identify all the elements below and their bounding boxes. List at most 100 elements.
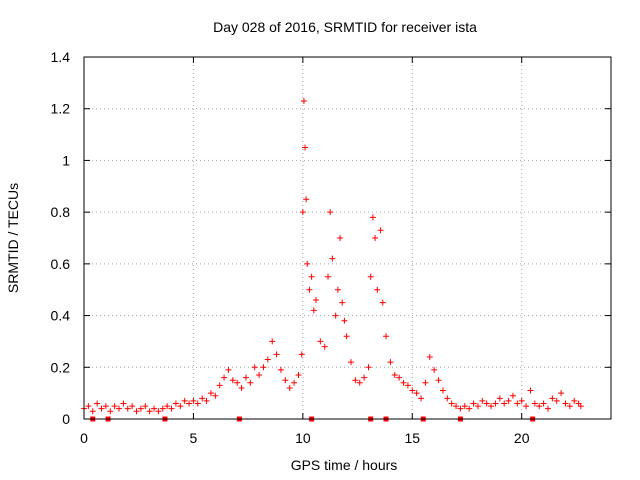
data-point <box>203 397 210 404</box>
y-tick-label: 1.2 <box>51 101 71 117</box>
data-point <box>571 397 578 404</box>
data-point <box>409 387 416 394</box>
data-point <box>177 403 184 410</box>
data-point <box>361 374 368 381</box>
data-point <box>348 359 355 366</box>
data-point <box>332 312 339 319</box>
data-point <box>199 395 206 402</box>
data-point <box>247 379 254 386</box>
data-point <box>151 405 158 412</box>
data-point <box>146 408 153 415</box>
data-point <box>172 400 179 407</box>
data-point <box>352 377 359 384</box>
data-point <box>264 356 271 363</box>
data-point <box>164 403 171 410</box>
y-axis-ticks: 0 0.2 0.4 0.6 0.8 1 1.2 1.4 <box>51 49 611 427</box>
data-point <box>133 408 140 415</box>
data-point <box>369 214 376 221</box>
data-point <box>329 255 336 262</box>
y-tick-label: 1.4 <box>51 49 71 65</box>
data-point <box>107 408 114 415</box>
data-point <box>387 359 394 366</box>
x-tick-label: 10 <box>295 430 311 446</box>
data-point <box>479 397 486 404</box>
data-point <box>377 227 384 234</box>
data-point <box>327 209 334 216</box>
data-point <box>303 196 310 203</box>
data-point <box>418 395 425 402</box>
chart-title: Day 028 of 2016, SRMTID for receiver ist… <box>213 19 477 35</box>
y-axis-label: SRMTID / TECUs <box>5 183 21 293</box>
data-point <box>391 372 398 379</box>
data-point <box>295 372 302 379</box>
data-point <box>457 405 464 412</box>
data-point <box>242 374 249 381</box>
data-point <box>531 400 538 407</box>
data-point <box>159 405 166 412</box>
data-point <box>238 384 245 391</box>
data-point <box>142 403 149 410</box>
data-point <box>286 384 293 391</box>
data-point <box>540 400 547 407</box>
data-point <box>234 379 241 386</box>
data-point <box>396 374 403 381</box>
data-point <box>483 400 490 407</box>
data-point <box>514 400 521 407</box>
data-point <box>273 351 280 358</box>
data-point <box>509 392 516 399</box>
data-point <box>453 403 460 410</box>
y-tick-label: 0.2 <box>51 359 71 375</box>
data-point <box>221 374 228 381</box>
data-point <box>260 364 267 371</box>
data-point <box>558 390 565 397</box>
data-point <box>404 382 411 389</box>
data-point <box>496 395 503 402</box>
data-point <box>488 403 495 410</box>
data-point <box>304 260 311 267</box>
data-point <box>439 387 446 394</box>
plot-frame <box>83 56 612 420</box>
y-tick-label: 0.4 <box>51 308 71 324</box>
data-point <box>544 405 551 412</box>
data-point <box>492 400 499 407</box>
data-point <box>334 286 341 293</box>
x-tick-label: 20 <box>514 430 530 446</box>
data-point <box>577 403 584 410</box>
data-point <box>190 397 197 404</box>
data-point <box>251 364 258 371</box>
data-point <box>431 366 438 373</box>
data-point <box>466 405 473 412</box>
data-point <box>422 379 429 386</box>
data-point <box>553 397 560 404</box>
scatter-points <box>81 97 584 415</box>
data-point <box>374 286 381 293</box>
data-point <box>321 343 328 350</box>
data-point <box>341 317 348 324</box>
data-point <box>85 403 92 410</box>
data-point <box>302 144 309 151</box>
y-tick-label: 1 <box>62 152 70 168</box>
data-point <box>282 377 289 384</box>
data-point <box>291 379 298 386</box>
data-point <box>518 397 525 404</box>
data-point <box>448 400 455 407</box>
data-point <box>365 364 372 371</box>
data-point <box>400 379 407 386</box>
x-axis-ticks: 0 5 10 15 20 <box>80 57 530 446</box>
data-point <box>343 333 350 340</box>
data-point <box>527 387 534 394</box>
data-point <box>435 377 442 384</box>
data-point <box>181 397 188 404</box>
data-point <box>116 405 123 412</box>
data-point <box>225 366 232 373</box>
data-point <box>277 366 284 373</box>
data-point <box>94 400 101 407</box>
x-axis-label: GPS time / hours <box>291 457 398 473</box>
data-point <box>444 395 451 402</box>
x-tick-label: 0 <box>80 430 88 446</box>
data-point <box>212 392 219 399</box>
data-point <box>308 273 315 280</box>
data-point <box>98 405 105 412</box>
data-point <box>310 307 317 314</box>
data-point <box>168 405 175 412</box>
